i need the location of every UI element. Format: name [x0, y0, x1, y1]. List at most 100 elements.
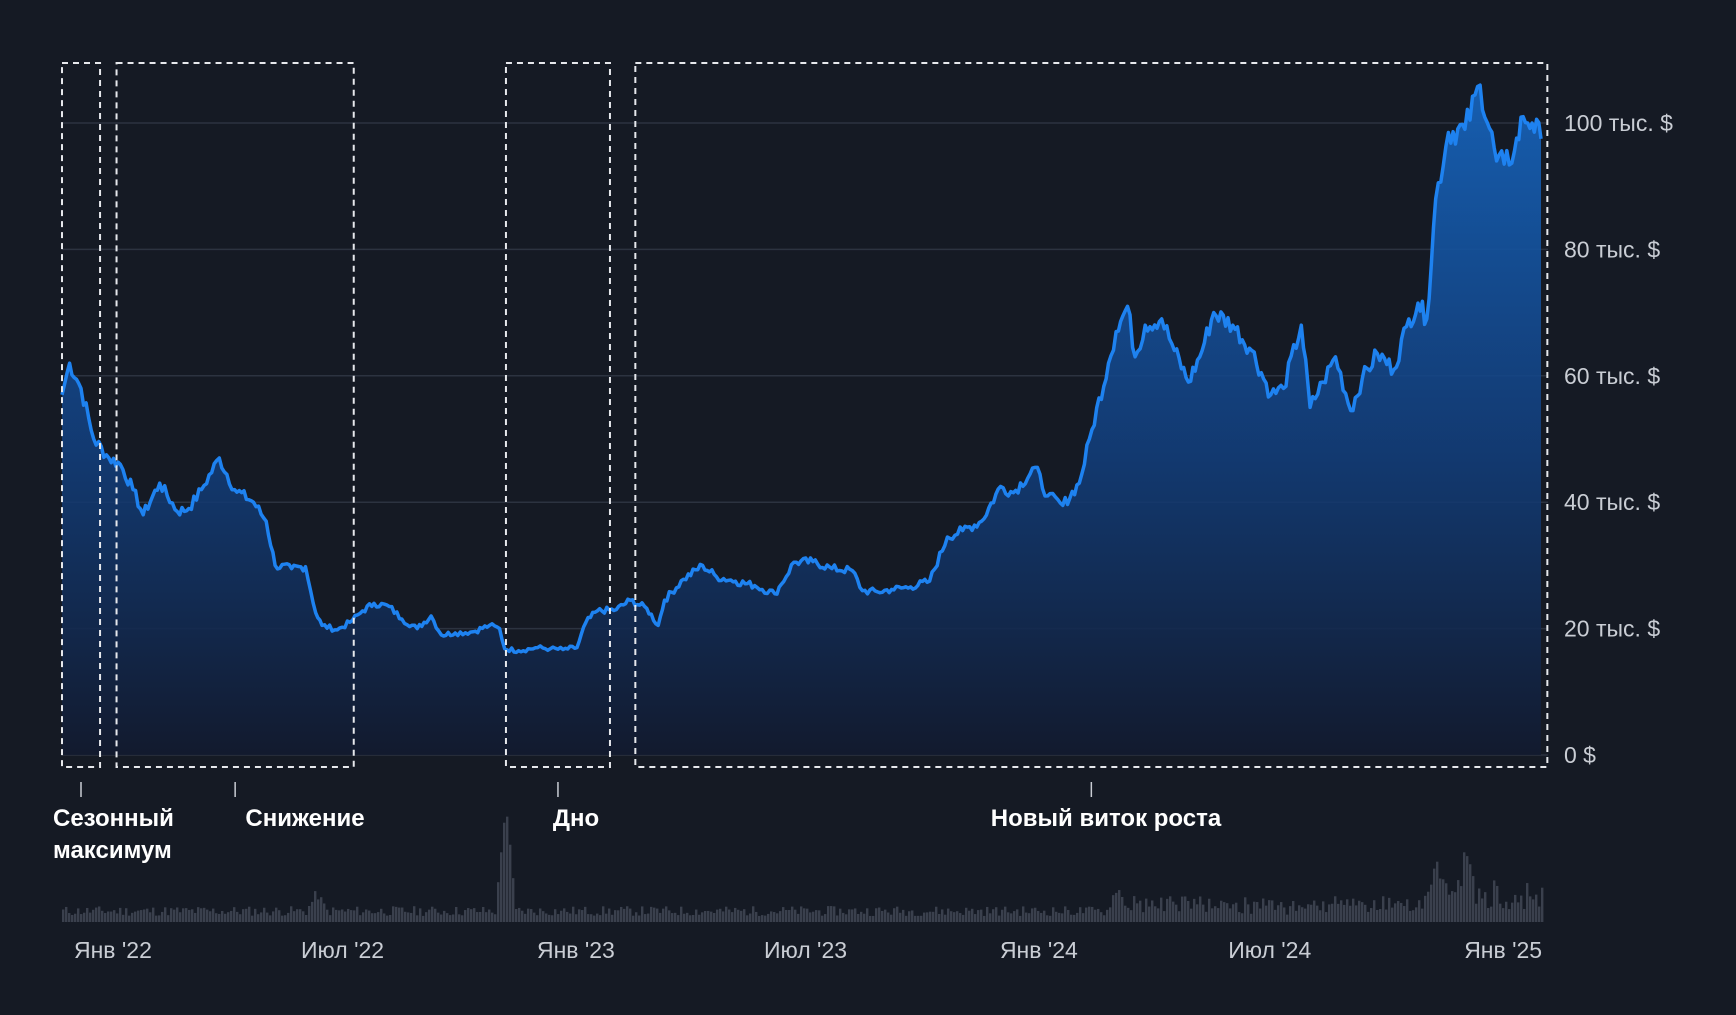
volume-bar: [308, 905, 311, 922]
volume-bar: [872, 915, 875, 922]
volume-bar: [1253, 901, 1256, 922]
volume-bar: [524, 913, 527, 922]
volume-bar: [143, 909, 146, 922]
volume-bar: [938, 914, 941, 922]
volume-bar: [1085, 907, 1088, 922]
volume-bar: [944, 914, 947, 922]
volume-bar: [512, 878, 515, 922]
volume-bar: [302, 911, 305, 922]
volume-bar: [605, 913, 608, 922]
volume-bar: [1307, 904, 1310, 922]
volume-bar: [809, 912, 812, 922]
volume-bar: [683, 913, 686, 922]
volume-bar: [1151, 900, 1154, 922]
volume-bar: [134, 911, 137, 922]
volume-bar: [1310, 904, 1313, 922]
volume-bar: [638, 915, 641, 922]
volume-bar: [1433, 868, 1436, 922]
volume-bar: [545, 913, 548, 922]
volume-bar: [1334, 896, 1337, 922]
volume-bar: [803, 908, 806, 922]
volume-bar: [296, 909, 299, 922]
volume-bar: [788, 909, 791, 922]
volume-bar: [1016, 909, 1019, 922]
volume-bar: [743, 909, 746, 922]
volume-bar: [530, 909, 533, 922]
volume-bar: [923, 912, 926, 922]
volume-bar: [353, 910, 356, 922]
volume-bar: [1088, 906, 1091, 922]
volume-bar: [1145, 898, 1148, 922]
volume-bar: [833, 906, 836, 922]
volume-bar: [122, 914, 125, 922]
volume-bar: [476, 912, 479, 922]
volume-bar: [827, 906, 830, 922]
volume-bar: [659, 912, 662, 922]
volume-bar: [221, 910, 224, 922]
volume-bar: [713, 913, 716, 922]
volume-bar: [1364, 904, 1367, 922]
volume-bar: [1070, 914, 1073, 922]
volume-bar: [1259, 908, 1262, 922]
volume-bar: [104, 913, 107, 922]
volume-bar: [1160, 897, 1163, 922]
x-axis: Янв '22 Июл '22 Янв '23 Июл '23 Янв '24 Июл '…: [74, 937, 1542, 963]
volume-bar: [1385, 909, 1388, 922]
volume-bar: [1223, 902, 1226, 922]
volume-bar: [509, 844, 512, 922]
volume-bar: [1439, 878, 1442, 922]
phase-label: Снижение: [245, 805, 364, 832]
volume-bar: [389, 914, 392, 922]
volume-bar: [581, 910, 584, 922]
phase-labels: Сезонный максимум Снижение Дно Новый виток р…: [53, 805, 1222, 864]
volume-bar: [1022, 906, 1025, 922]
volume-bar: [1136, 903, 1139, 922]
volume-bar: [641, 906, 644, 922]
volume-bar: [1235, 902, 1238, 922]
volume-bar: [1247, 904, 1250, 922]
volume-bar: [164, 907, 167, 922]
volume-bar: [1205, 911, 1208, 922]
y-tick-label: 40 тыс. $: [1564, 489, 1660, 515]
volume-bar: [332, 907, 335, 922]
volume-bar: [1001, 909, 1004, 922]
volume-bar: [1340, 900, 1343, 922]
volume-bar: [185, 908, 188, 922]
volume-bar: [665, 906, 668, 922]
x-tick-label: Июл '24: [1228, 937, 1311, 963]
volume-bar: [848, 909, 851, 922]
volume-bar: [566, 911, 569, 922]
volume-bar: [119, 907, 122, 922]
volume-bar: [377, 912, 380, 922]
volume-bar: [878, 907, 881, 922]
volume-bar: [761, 915, 764, 922]
volume-bar: [167, 915, 170, 922]
volume-bar: [647, 913, 650, 922]
volume-bar: [146, 908, 149, 922]
volume-bar: [1244, 897, 1247, 922]
volume-bar: [455, 906, 458, 922]
volume-bar: [1355, 905, 1358, 922]
volume-bar: [1115, 892, 1118, 922]
volume-bar: [1370, 908, 1373, 922]
volume-bar: [680, 906, 683, 922]
volume-bar: [155, 915, 158, 922]
volume-bar: [467, 908, 470, 922]
volume-bar: [1538, 906, 1541, 922]
volume-bar: [1064, 906, 1067, 922]
volume-bar: [674, 912, 677, 922]
volume-bar: [1091, 906, 1094, 922]
volume-bar: [503, 822, 506, 922]
volume-bar: [887, 912, 890, 922]
volume-bar: [1055, 911, 1058, 922]
volume-bar: [1349, 905, 1352, 922]
volume-bar: [1268, 900, 1271, 922]
volume-bar: [893, 908, 896, 922]
volume-bar: [1463, 852, 1466, 922]
volume-bar: [584, 906, 587, 922]
volume-bar: [1493, 880, 1496, 922]
volume-bar: [323, 903, 326, 922]
volume-bar: [1367, 911, 1370, 922]
volume-bar: [977, 910, 980, 922]
volume-bar: [1376, 909, 1379, 922]
